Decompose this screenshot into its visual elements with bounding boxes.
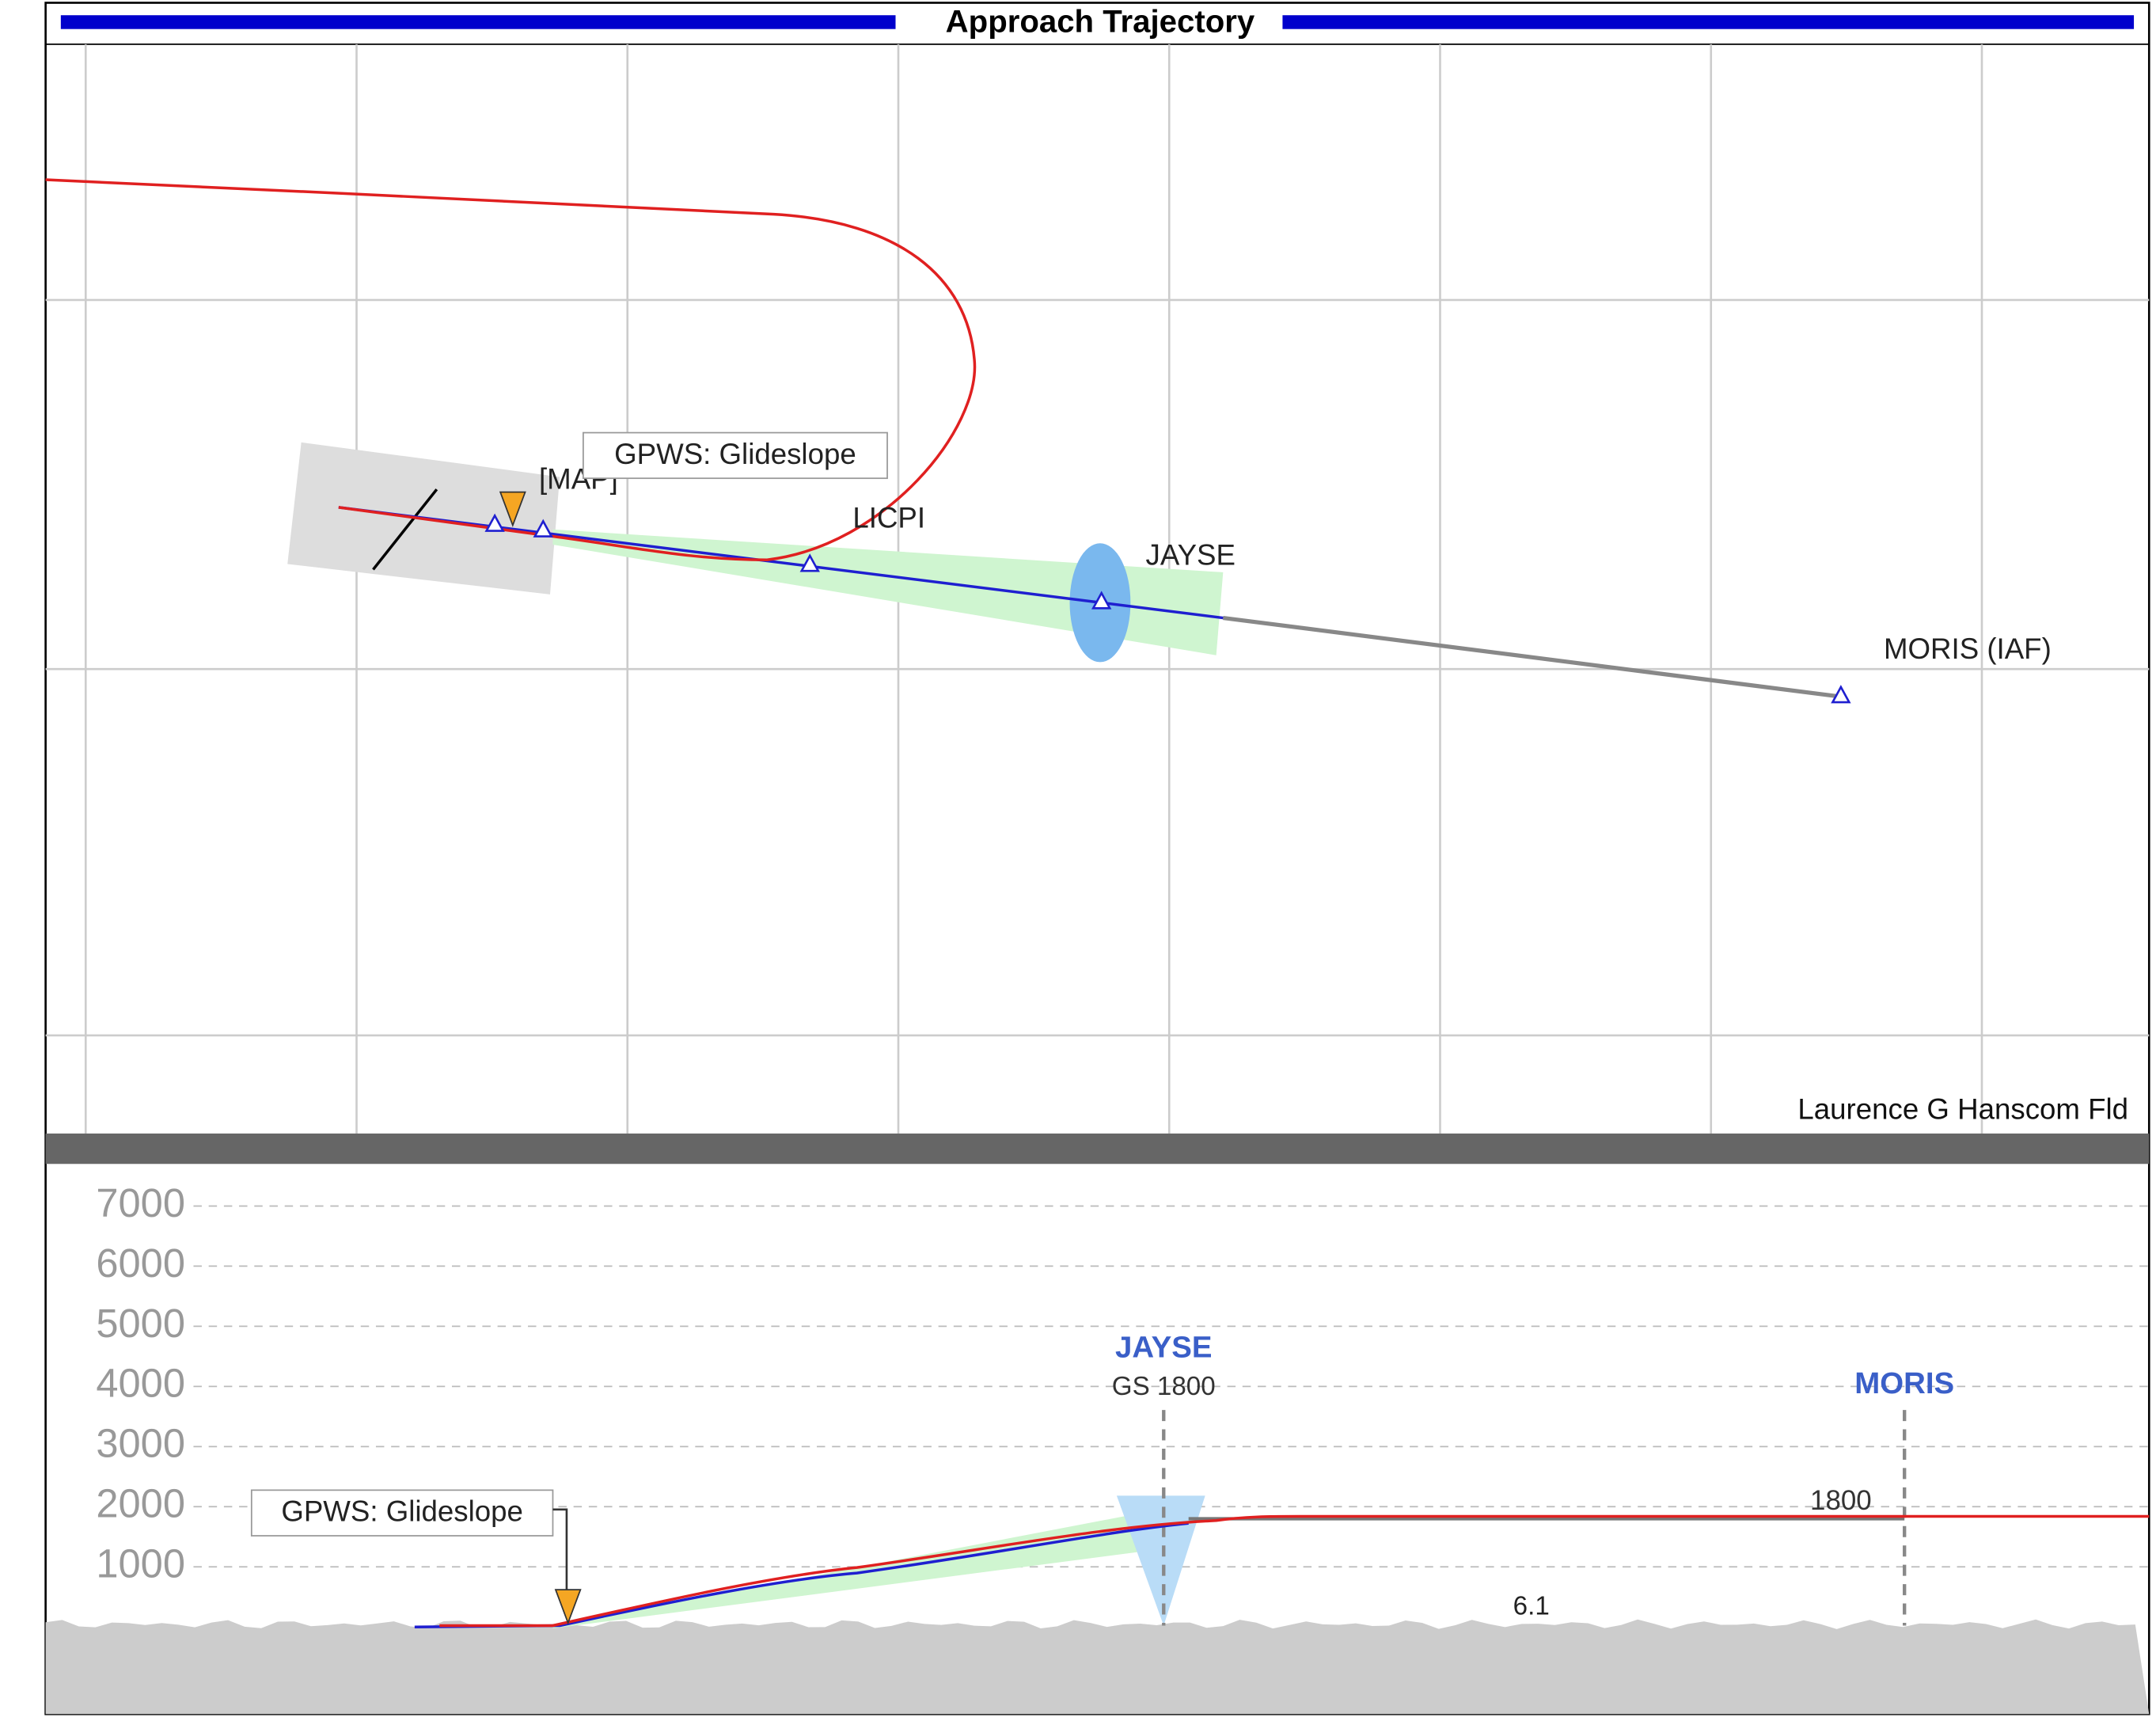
flown-profile [439,1514,2150,1628]
planned-profile [414,1522,1189,1628]
header-bar [60,15,896,29]
title: Approach Trajectory [946,3,1255,39]
fix-constraint: GS 1800 [1112,1372,1216,1401]
y-tick-label: 1000 [96,1541,185,1586]
alert-leader [552,1508,568,1590]
frame [44,2,2150,1715]
alert-marker [554,1589,582,1625]
route-grey [1223,615,1842,699]
alert-marker [499,491,526,528]
y-tick-label: 3000 [96,1421,185,1466]
header-bar [1282,15,2135,29]
y-tick-label: 2000 [96,1481,185,1526]
profile-panel: 1000 2000 3000 4000 5000 6000 7000 JAYSE GS 1800… [45,1180,2150,1715]
approach-corridor [552,529,1224,655]
fix-name: MORIS [1854,1366,1954,1400]
alert-box [250,1489,554,1537]
y-tick-label: 6000 [96,1240,185,1286]
alert-box [583,431,888,480]
distance-label: 6.1 [1513,1592,1550,1621]
y-tick-label: 7000 [96,1180,185,1225]
panel-divider [45,1133,2150,1164]
waypoint-label: LICPI [852,501,925,534]
terrain [45,1619,2150,1715]
fix-name: JAYSE [1115,1330,1212,1364]
altitude-label: 1800 [1810,1485,1872,1516]
route-blue [338,506,1224,620]
y-tick-label: 4000 [96,1361,185,1406]
waypoint-icons [484,513,1851,704]
waypoint-label: JAYSE [1146,538,1236,571]
waypoint-label: MORIS (IAF) [1884,633,2052,665]
airport-name: Laurence G Hanscom Fld [1797,1093,2128,1126]
y-tick-label: 5000 [96,1301,185,1346]
flight-track [45,178,977,561]
runway-marker [372,488,438,571]
alert-text: GPWS: Glideslope [614,438,856,470]
alert-text: GPWS: Glideslope [281,1495,523,1528]
